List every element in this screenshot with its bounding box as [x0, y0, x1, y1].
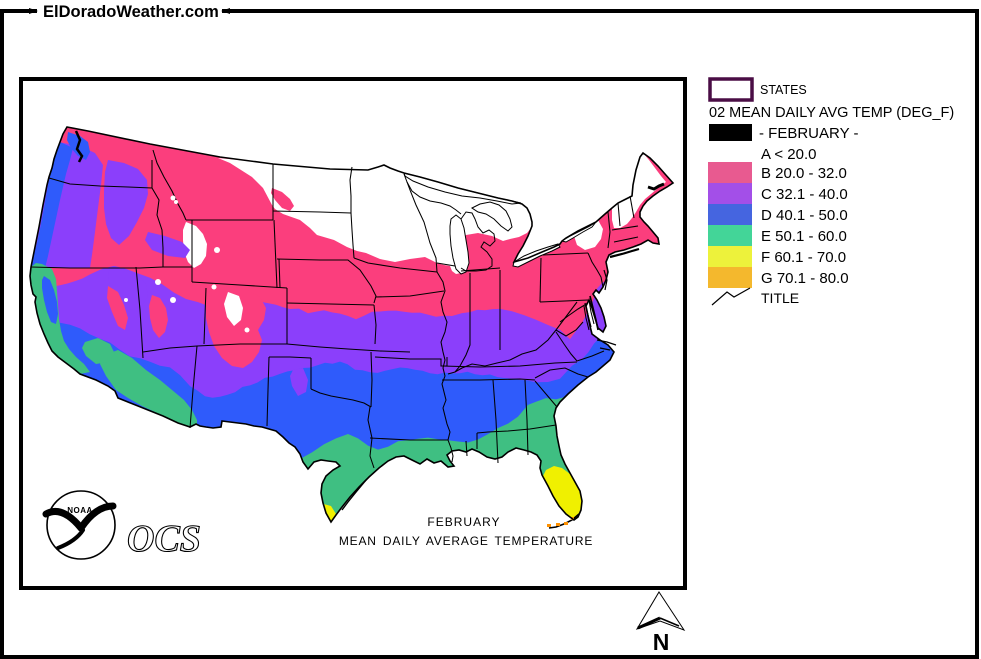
- svg-text:E 50.1 - 60.0: E 50.1 - 60.0: [761, 228, 847, 245]
- svg-text:N: N: [653, 629, 670, 655]
- svg-text:OCS: OCS: [127, 518, 201, 560]
- svg-text:TITLE: TITLE: [761, 290, 799, 306]
- svg-text:D 40.1 - 50.0: D 40.1 - 50.0: [761, 207, 848, 224]
- svg-text:STATES: STATES: [760, 83, 807, 97]
- svg-text:FEBRUARY: FEBRUARY: [427, 515, 500, 529]
- svg-text:F 60.1 - 70.0: F 60.1 - 70.0: [761, 249, 846, 266]
- svg-text:NOAA: NOAA: [67, 506, 93, 515]
- svg-text:B 20.0 - 32.0: B 20.0 - 32.0: [761, 165, 847, 182]
- svg-text:C 32.1 - 40.0: C 32.1 - 40.0: [761, 186, 848, 203]
- svg-text:A < 20.0: A < 20.0: [761, 146, 816, 163]
- svg-text:02 MEAN DAILY AVG TEMP (DEG_F): 02 MEAN DAILY AVG TEMP (DEG_F): [709, 105, 954, 121]
- svg-text:MEAN DAILY AVERAGE TEMPERATURE: MEAN DAILY AVERAGE TEMPERATURE: [339, 534, 593, 548]
- svg-text:G 70.1 - 80.0: G 70.1 - 80.0: [761, 270, 849, 287]
- svg-text:- FEBRUARY -: - FEBRUARY -: [759, 125, 858, 142]
